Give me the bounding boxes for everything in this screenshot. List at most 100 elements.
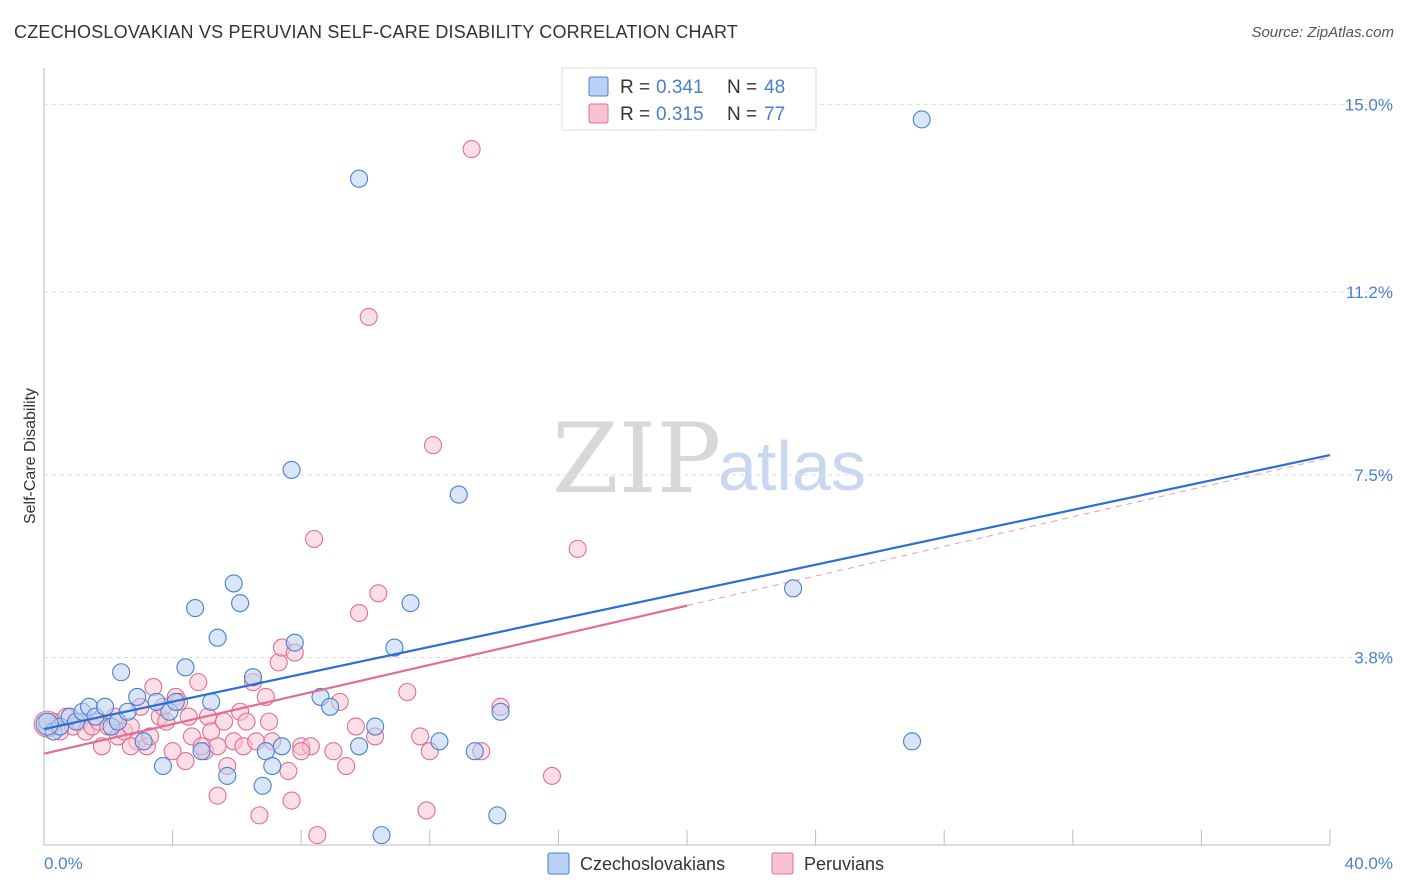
czechoslovakians-point	[784, 579, 803, 598]
czechoslovakians-point	[192, 742, 211, 761]
legend-n-label-blue: N =	[727, 77, 757, 98]
legend-n-value-blue: 48	[764, 77, 785, 98]
peruvians-point	[462, 140, 481, 159]
peruvians-point	[279, 761, 298, 781]
czechoslovakians-point	[902, 732, 922, 751]
czechoslovakians-point	[449, 485, 468, 504]
czechoslovakians-point	[285, 633, 304, 652]
czechoslovakians-point	[321, 697, 340, 716]
peruvians-point	[208, 786, 227, 805]
series-legend-swatch-blue	[547, 852, 570, 875]
legend-swatch-blue	[588, 76, 609, 97]
y-axis-label: Self-Care Disability	[22, 388, 39, 524]
czechoslovakians-point	[134, 732, 153, 751]
watermark-zip: ZIP	[552, 403, 721, 515]
peruvians-point	[144, 678, 163, 697]
y-tick-label: 7.5%	[1354, 466, 1393, 485]
czechoslovakians-point	[491, 702, 510, 721]
peruvians-point	[189, 673, 208, 692]
czechoslovakians-point	[208, 628, 227, 647]
czechoslovakians-point	[128, 687, 147, 706]
czechoslovakians-point	[202, 692, 221, 711]
peruvians-point	[237, 712, 256, 731]
czechoslovakians-point	[112, 663, 131, 682]
czechoslovakians-point	[231, 594, 250, 613]
gridlines	[44, 104, 1393, 658]
watermark-atlas: atlas	[718, 427, 866, 505]
czechoslovakians-point	[350, 737, 369, 756]
x-tick-label-max: 40.0%	[1345, 854, 1393, 873]
chart-title: CZECHOSLOVAKIAN VS PERUVIAN SELF-CARE DI…	[14, 22, 739, 42]
peruvians-point	[337, 756, 356, 776]
czechoslovakians-point	[218, 766, 237, 785]
legend-n-value-pink: 77	[764, 104, 785, 125]
legend-r-value-blue: 0.341	[656, 77, 704, 98]
czechoslovakians-point	[465, 742, 484, 761]
czechoslovakians-point	[350, 169, 369, 188]
peruvians-point	[163, 742, 182, 761]
czechoslovakians-trend-line	[43, 454, 1331, 731]
series-legend-label-peruvians: Peruvians	[804, 854, 884, 874]
peruvians-point	[259, 712, 279, 731]
series-legend-swatch-pink	[771, 852, 794, 875]
peruvians-trend-line	[43, 604, 688, 755]
peruvians-point	[214, 712, 234, 731]
czechoslovakians-point	[430, 732, 449, 751]
peruvians-point	[250, 806, 269, 825]
peruvians-point	[369, 584, 388, 603]
legend-n-label-pink: N =	[727, 104, 757, 125]
czechoslovakians-point	[263, 756, 282, 776]
peruvians-point	[411, 727, 430, 746]
peruvians-point	[308, 826, 327, 845]
czechoslovakians-point	[912, 110, 931, 129]
y-tick-labels: 3.8% 7.5% 11.2% 15.0%	[1345, 96, 1393, 668]
peruvians-point	[282, 791, 301, 810]
peruvians-point	[208, 737, 227, 756]
czechoslovakians-point	[153, 756, 173, 776]
peruvians-point	[359, 307, 378, 326]
series-legend-label-czechoslovakians: Czechoslovakians	[580, 854, 725, 874]
czechoslovakians-point	[282, 460, 301, 479]
peruvians-point	[398, 682, 417, 702]
czechoslovakians-point	[243, 668, 263, 687]
stats-legend: R = 0.341 N = 48 R = 0.315 N = 77	[561, 67, 817, 131]
y-tick-label: 3.8%	[1354, 648, 1393, 667]
czechoslovakians-point	[253, 776, 272, 795]
y-tick-label: 15.0%	[1345, 96, 1393, 115]
series-legend: Czechoslovakians Peruvians	[547, 852, 884, 875]
czechoslovakians-point	[385, 638, 404, 657]
legend-swatch-pink	[588, 103, 609, 124]
peruvians-point	[269, 653, 288, 672]
source-credit: Source: ZipAtlas.com	[1251, 24, 1394, 41]
peruvians-point	[292, 742, 311, 761]
czechoslovakians-points	[35, 110, 931, 845]
peruvians-point	[542, 766, 562, 785]
peruvians-points	[33, 140, 587, 845]
x-tick-label-min: 0.0%	[44, 854, 83, 873]
peruvians-point	[176, 752, 195, 771]
czechoslovakians-point	[176, 658, 195, 677]
czechoslovakians-point	[488, 806, 507, 825]
y-tick-label: 11.2%	[1346, 283, 1393, 302]
czechoslovakians-point	[272, 737, 291, 756]
trend-lines	[43, 454, 1331, 755]
legend-r-label-pink: R =	[620, 104, 650, 125]
czechoslovakians-point	[186, 599, 205, 618]
x-tick-marks	[43, 830, 1331, 845]
peruvians-point	[346, 717, 365, 736]
peruvians-point	[305, 529, 324, 549]
czechoslovakians-point	[401, 594, 420, 613]
legend-r-label-blue: R =	[620, 77, 650, 98]
peruvians-point	[324, 742, 343, 761]
peruvians-point	[417, 801, 436, 820]
czechoslovakians-point	[372, 826, 391, 845]
czechoslovakians-point	[366, 717, 385, 736]
peruvians-point	[350, 603, 369, 623]
legend-r-value-pink: 0.315	[656, 104, 704, 125]
czechoslovakians-cluster-point	[35, 712, 59, 736]
peruvians-point	[568, 539, 587, 558]
czechoslovakians-point	[224, 574, 243, 593]
peruvians-point	[423, 436, 443, 455]
czechoslovakians-point	[96, 697, 115, 716]
